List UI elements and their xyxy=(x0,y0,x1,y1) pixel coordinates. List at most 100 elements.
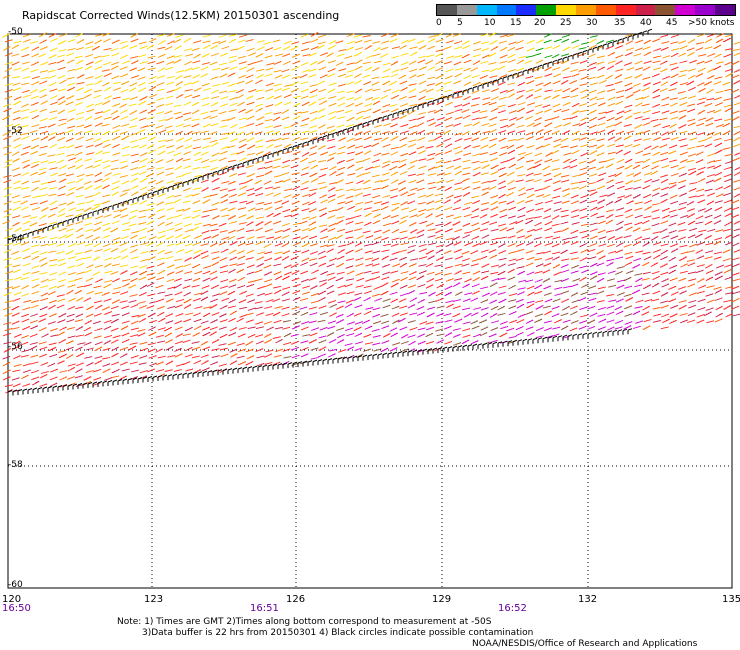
wind-barb xyxy=(58,353,67,359)
edge-barb xyxy=(72,216,78,223)
wind-barb xyxy=(344,303,353,309)
wind-barb xyxy=(499,89,508,94)
wind-barb xyxy=(481,234,490,239)
wind-barb xyxy=(300,340,309,344)
wind-barb xyxy=(508,299,517,303)
wind-barb xyxy=(67,335,76,339)
wind-barb xyxy=(32,236,41,239)
wind-barb xyxy=(544,200,553,204)
wind-barb xyxy=(416,122,425,127)
wind-barb xyxy=(229,59,237,64)
wind-barb xyxy=(329,312,337,317)
wind-barb xyxy=(246,152,255,156)
wind-barb xyxy=(570,292,579,297)
wind-barb xyxy=(697,101,705,106)
wind-barb xyxy=(292,290,301,295)
wind-barb xyxy=(452,33,461,37)
wind-barb xyxy=(462,334,471,338)
wind-barb xyxy=(608,174,617,178)
wind-barb xyxy=(651,145,659,150)
wind-barb xyxy=(147,55,156,59)
wind-barb xyxy=(686,250,695,253)
wind-barb xyxy=(86,264,94,269)
wind-barb xyxy=(435,298,444,302)
wind-barb xyxy=(155,348,163,353)
wind-barb xyxy=(174,347,182,352)
wind-barb xyxy=(121,368,130,372)
wind-barb xyxy=(534,76,543,79)
wind-barb xyxy=(581,269,589,274)
wind-barb xyxy=(679,192,687,197)
wind-barb xyxy=(525,199,533,204)
wind-barb xyxy=(525,187,534,191)
edge-barb xyxy=(292,144,298,151)
wind-barb xyxy=(596,290,605,295)
wind-barb xyxy=(382,144,391,148)
wind-barb xyxy=(272,336,281,339)
wind-barb xyxy=(283,264,292,269)
wind-barb xyxy=(176,299,185,303)
wind-barb xyxy=(156,171,165,176)
wind-barb xyxy=(436,339,444,344)
wind-barb xyxy=(713,137,722,141)
wind-barb xyxy=(272,39,281,43)
wind-barb xyxy=(382,304,391,309)
wind-barb xyxy=(380,206,389,211)
wind-barb xyxy=(425,88,434,93)
wind-barb xyxy=(570,270,579,274)
wind-barb xyxy=(301,208,310,212)
wind-barb xyxy=(229,173,238,178)
wind-barb xyxy=(634,221,643,226)
wind-barb xyxy=(59,384,68,388)
wind-barb xyxy=(605,201,614,206)
wind-barb xyxy=(660,243,669,247)
wind-barb xyxy=(75,97,85,101)
wind-barb xyxy=(363,348,372,352)
wind-barb xyxy=(220,207,228,212)
wind-barb xyxy=(156,34,166,37)
wind-barb xyxy=(543,81,552,87)
wind-barb xyxy=(4,159,13,163)
wind-barb xyxy=(446,237,455,241)
wind-barb xyxy=(650,262,659,267)
wind-barb xyxy=(273,174,282,178)
wind-barb xyxy=(698,97,707,101)
wind-barb xyxy=(193,40,202,44)
wind-barb xyxy=(579,185,587,190)
wind-barb xyxy=(687,74,696,80)
wind-barb xyxy=(714,53,722,58)
wind-barb xyxy=(361,319,370,324)
wind-barb xyxy=(525,172,534,177)
wind-barb xyxy=(372,109,381,114)
wind-barb xyxy=(148,236,157,240)
wind-barb xyxy=(660,193,669,198)
wind-barb xyxy=(444,319,453,323)
wind-barb xyxy=(443,313,452,317)
wind-barb xyxy=(57,54,66,58)
wind-barb xyxy=(273,83,282,87)
wind-barb xyxy=(723,104,732,108)
wind-barb xyxy=(38,32,47,37)
wind-barb xyxy=(705,276,714,282)
wind-barb xyxy=(614,172,623,178)
wind-barb xyxy=(408,95,417,99)
wind-barb xyxy=(30,101,39,106)
wind-barb xyxy=(714,200,723,204)
wind-barb xyxy=(293,321,301,325)
wind-barb xyxy=(723,53,732,58)
edge-barb xyxy=(217,169,223,176)
wind-barb xyxy=(274,144,283,148)
wind-barb xyxy=(111,339,119,344)
wind-barb xyxy=(489,67,498,73)
wind-barb xyxy=(626,47,635,51)
wind-barb xyxy=(489,138,498,142)
edge-barb xyxy=(32,387,38,394)
wind-barb xyxy=(399,262,408,268)
wind-barb xyxy=(345,299,354,304)
wind-barb xyxy=(119,41,128,45)
wind-barb xyxy=(102,194,111,198)
wind-barb xyxy=(183,165,192,169)
wind-barb xyxy=(518,192,527,197)
wind-barb xyxy=(103,298,112,302)
wind-barb xyxy=(544,129,552,134)
